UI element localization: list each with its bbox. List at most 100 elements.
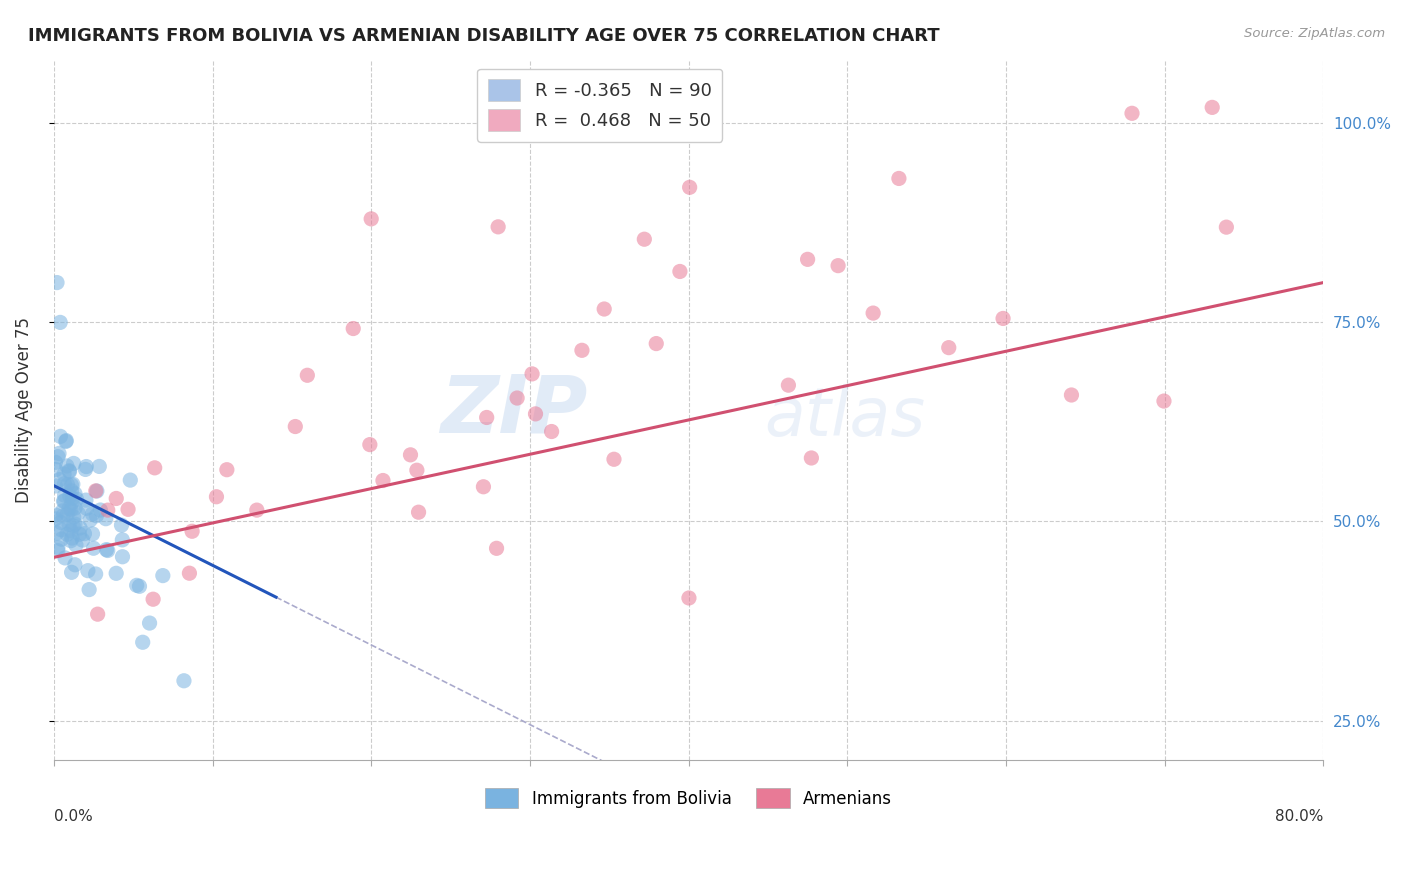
Point <box>76 564 98 578</box>
Point <box>60 496 83 510</box>
Point <box>63 558 86 572</box>
Point <box>52 504 75 518</box>
Point <box>59 489 82 503</box>
Point <box>84 483 107 498</box>
Y-axis label: Disability Age Over 75: Disability Age Over 75 <box>15 317 32 503</box>
Point <box>506 391 529 405</box>
Point <box>125 578 148 592</box>
Point <box>129 793 152 807</box>
Point <box>82 527 104 541</box>
Point <box>62 457 84 471</box>
Point <box>79 513 101 527</box>
Point <box>44 455 66 469</box>
Point <box>800 450 823 465</box>
Point <box>128 579 150 593</box>
Point <box>65 492 87 507</box>
Point <box>84 566 107 581</box>
Point <box>1060 388 1083 402</box>
Point <box>1153 394 1175 409</box>
Text: IMMIGRANTS FROM BOLIVIA VS ARMENIAN DISABILITY AGE OVER 75 CORRELATION CHART: IMMIGRANTS FROM BOLIVIA VS ARMENIAN DISA… <box>28 27 939 45</box>
Point <box>44 479 66 493</box>
Point <box>399 448 422 462</box>
Point <box>475 410 498 425</box>
Point <box>97 543 120 558</box>
Point <box>152 568 174 582</box>
Text: atlas: atlas <box>765 384 925 450</box>
Point <box>72 533 94 547</box>
Point <box>55 434 77 449</box>
Point <box>45 462 67 476</box>
Point <box>60 483 83 498</box>
Point <box>59 533 82 548</box>
Point <box>75 462 97 476</box>
Point <box>778 378 800 392</box>
Point <box>58 465 80 479</box>
Point <box>60 502 83 516</box>
Point <box>45 526 67 541</box>
Point <box>76 501 98 516</box>
Point <box>173 673 195 688</box>
Point <box>53 488 76 502</box>
Point <box>86 483 108 498</box>
Point <box>94 512 117 526</box>
Point <box>62 510 84 524</box>
Point <box>105 491 128 506</box>
Point <box>52 508 75 523</box>
Point <box>887 171 910 186</box>
Point <box>120 473 142 487</box>
Point <box>89 503 111 517</box>
Point <box>1215 220 1237 235</box>
Point <box>938 341 960 355</box>
Point <box>110 518 132 533</box>
Point <box>408 505 430 519</box>
Point <box>96 542 118 557</box>
Point <box>485 541 508 556</box>
Text: 0.0%: 0.0% <box>53 809 93 824</box>
Point <box>46 543 69 558</box>
Point <box>215 463 238 477</box>
Point <box>60 566 83 580</box>
Point <box>405 463 427 477</box>
Point <box>62 519 84 533</box>
Point <box>359 437 381 451</box>
Point <box>56 458 79 473</box>
Point <box>45 508 67 522</box>
Point <box>142 592 165 607</box>
Point <box>645 336 668 351</box>
Point <box>63 517 86 532</box>
Point <box>60 491 83 505</box>
Point <box>593 301 616 316</box>
Point <box>49 516 72 530</box>
Point <box>143 460 166 475</box>
Point <box>678 591 700 605</box>
Legend: Immigrants from Bolivia, Armenians: Immigrants from Bolivia, Armenians <box>478 781 898 815</box>
Point <box>111 549 134 564</box>
Point <box>53 494 76 508</box>
Point <box>297 368 319 383</box>
Point <box>679 180 702 194</box>
Point <box>486 219 509 234</box>
Point <box>571 343 593 358</box>
Point <box>205 490 228 504</box>
Point <box>69 521 91 535</box>
Point <box>56 527 79 541</box>
Point <box>179 566 201 581</box>
Point <box>51 523 73 537</box>
Text: 80.0%: 80.0% <box>1275 809 1323 824</box>
Point <box>75 493 97 508</box>
Point <box>246 503 269 517</box>
Point <box>131 635 153 649</box>
Point <box>520 367 543 381</box>
Point <box>75 459 97 474</box>
Point <box>284 419 307 434</box>
Point <box>48 446 70 460</box>
Point <box>1201 100 1223 114</box>
Point <box>117 502 139 516</box>
Point <box>49 429 72 443</box>
Point <box>63 501 86 516</box>
Point <box>181 524 204 539</box>
Point <box>472 480 495 494</box>
Point <box>53 467 76 481</box>
Point <box>138 616 160 631</box>
Point <box>796 252 818 267</box>
